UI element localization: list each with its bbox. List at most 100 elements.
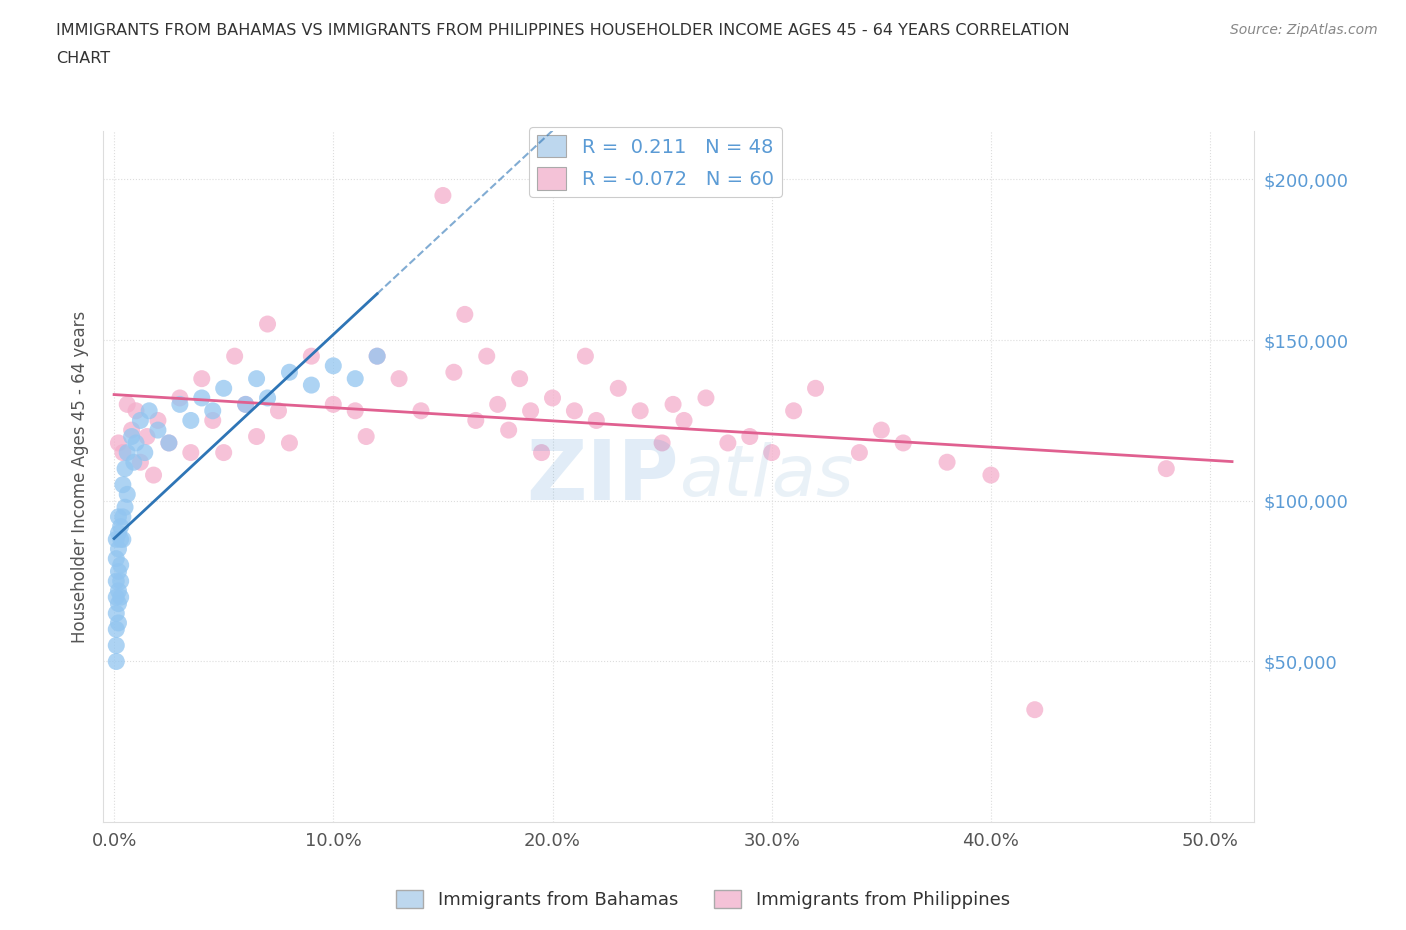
Y-axis label: Householder Income Ages 45 - 64 years: Householder Income Ages 45 - 64 years: [72, 311, 89, 643]
Point: [245, 371, 267, 386]
Point: [980, 468, 1002, 483]
Point: [180, 413, 202, 428]
Point: [107, 616, 129, 631]
Point: [146, 422, 169, 437]
Point: [115, 487, 138, 502]
Point: [115, 397, 138, 412]
Point: [366, 349, 388, 364]
Point: [105, 590, 128, 604]
Point: [105, 574, 128, 589]
Text: IMMIGRANTS FROM BAHAMAS VS IMMIGRANTS FROM PHILIPPINES HOUSEHOLDER INCOME AGES 4: IMMIGRANTS FROM BAHAMAS VS IMMIGRANTS FR…: [56, 23, 1070, 38]
Point: [105, 654, 128, 669]
Point: [299, 378, 322, 392]
Point: [256, 391, 278, 405]
Point: [105, 638, 128, 653]
Point: [936, 455, 959, 470]
Point: [107, 435, 129, 450]
Point: [738, 429, 761, 444]
Point: [114, 499, 136, 514]
Point: [1156, 461, 1178, 476]
Point: [122, 455, 145, 470]
Point: [454, 307, 477, 322]
Point: [344, 371, 367, 386]
Legend: Immigrants from Bahamas, Immigrants from Philippines: Immigrants from Bahamas, Immigrants from…: [389, 883, 1017, 916]
Point: [409, 404, 432, 418]
Point: [111, 445, 134, 460]
Point: [105, 532, 128, 547]
Point: [129, 413, 152, 428]
Legend: R =  0.211   N = 48, R = -0.072   N = 60: R = 0.211 N = 48, R = -0.072 N = 60: [530, 127, 782, 197]
Point: [235, 397, 257, 412]
Point: [191, 391, 214, 405]
Text: ZIP: ZIP: [526, 436, 679, 517]
Point: [212, 445, 235, 460]
Point: [475, 349, 498, 364]
Point: [574, 349, 596, 364]
Point: [366, 349, 388, 364]
Point: [354, 429, 377, 444]
Point: [146, 413, 169, 428]
Point: [138, 404, 160, 418]
Point: [107, 525, 129, 540]
Point: [235, 397, 257, 412]
Point: [110, 558, 132, 573]
Point: [848, 445, 870, 460]
Point: [136, 429, 159, 444]
Point: [651, 435, 673, 450]
Point: [388, 371, 411, 386]
Point: [344, 404, 367, 418]
Point: [695, 391, 717, 405]
Point: [105, 622, 128, 637]
Point: [870, 422, 893, 437]
Point: [443, 365, 465, 379]
Point: [267, 404, 290, 418]
Point: [201, 404, 224, 418]
Point: [105, 605, 128, 620]
Point: [607, 381, 630, 396]
Point: [278, 435, 301, 450]
Point: [564, 404, 586, 418]
Point: [662, 397, 685, 412]
Point: [107, 583, 129, 598]
Point: [322, 358, 344, 373]
Point: [157, 435, 180, 450]
Point: [299, 349, 322, 364]
Point: [125, 404, 148, 418]
Point: [110, 519, 132, 534]
Point: [157, 435, 180, 450]
Point: [110, 532, 132, 547]
Text: atlas: atlas: [679, 442, 853, 512]
Point: [107, 596, 129, 611]
Point: [114, 461, 136, 476]
Point: [191, 371, 214, 386]
Point: [891, 435, 914, 450]
Point: [212, 381, 235, 396]
Point: [804, 381, 827, 396]
Point: [224, 349, 246, 364]
Point: [1024, 702, 1046, 717]
Point: [111, 477, 134, 492]
Point: [498, 422, 520, 437]
Point: [322, 397, 344, 412]
Text: Source: ZipAtlas.com: Source: ZipAtlas.com: [1230, 23, 1378, 37]
Point: [107, 510, 129, 525]
Text: CHART: CHART: [56, 51, 110, 66]
Point: [105, 551, 128, 566]
Point: [125, 435, 148, 450]
Point: [541, 391, 564, 405]
Point: [134, 445, 156, 460]
Point: [486, 397, 509, 412]
Point: [464, 413, 486, 428]
Point: [129, 455, 152, 470]
Point: [717, 435, 740, 450]
Point: [530, 445, 553, 460]
Point: [256, 316, 278, 331]
Point: [169, 397, 191, 412]
Point: [761, 445, 783, 460]
Point: [107, 541, 129, 556]
Point: [110, 590, 132, 604]
Point: [628, 404, 651, 418]
Point: [107, 565, 129, 579]
Point: [121, 429, 143, 444]
Point: [169, 391, 191, 405]
